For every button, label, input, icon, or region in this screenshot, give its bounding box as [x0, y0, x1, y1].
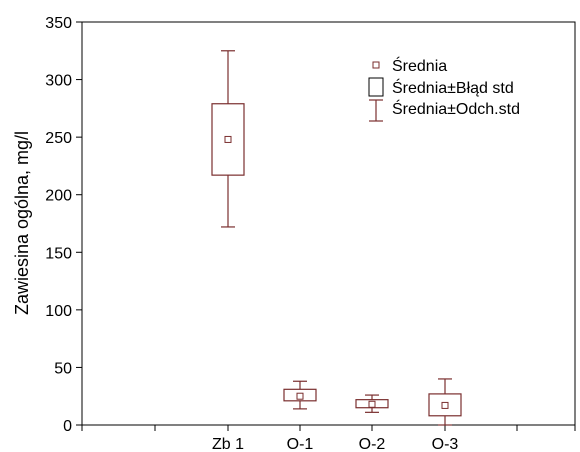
- mean-marker: [368, 400, 376, 408]
- se-box: [211, 103, 245, 176]
- y-tick-label: 150: [45, 245, 72, 262]
- legend-se-symbol: [368, 77, 384, 97]
- x-tick-label: O-1: [287, 436, 314, 452]
- legend-sd-symbol: [369, 99, 383, 122]
- se-box: [428, 393, 462, 417]
- box-zb-1: [211, 50, 245, 228]
- legend-mean-label: Średnia: [392, 56, 447, 75]
- mean-marker: [441, 401, 449, 409]
- y-tick-label: 300: [45, 73, 72, 90]
- y-tick-label: 250: [45, 130, 72, 147]
- y-axis: 0 50 100 150 200 250 300 350: [45, 15, 82, 435]
- x-tick-label: O-2: [359, 436, 386, 452]
- box-o-3: [428, 378, 462, 426]
- boxes-layer: [211, 50, 462, 426]
- y-tick-label: 50: [54, 360, 72, 377]
- legend-se-label: Średnia±Błąd std: [392, 78, 514, 97]
- x-tick-label: Zb 1: [212, 436, 244, 452]
- y-tick-label: 200: [45, 188, 72, 205]
- box-o-2: [355, 394, 389, 413]
- mean-marker: [224, 135, 232, 143]
- legend-sd-label: Średnia±Odch.std: [392, 99, 520, 118]
- y-tick-label: 350: [45, 15, 72, 32]
- box-o-1: [283, 380, 317, 410]
- y-tick-label: 0: [63, 418, 72, 435]
- legend: Średnia Średnia±Błąd std Średnia±Odch.st…: [368, 56, 520, 122]
- se-box: [283, 388, 317, 402]
- legend-mean-symbol: [372, 61, 380, 69]
- mean-marker: [296, 392, 304, 400]
- x-axis: Zb 1 O-1 O-2 O-3: [81, 425, 576, 452]
- y-axis-title: Zawiesina ogólna, mg/l: [12, 131, 32, 315]
- y-tick-label: 100: [45, 303, 72, 320]
- plot-frame: [81, 21, 576, 426]
- x-tick-label: O-3: [432, 436, 459, 452]
